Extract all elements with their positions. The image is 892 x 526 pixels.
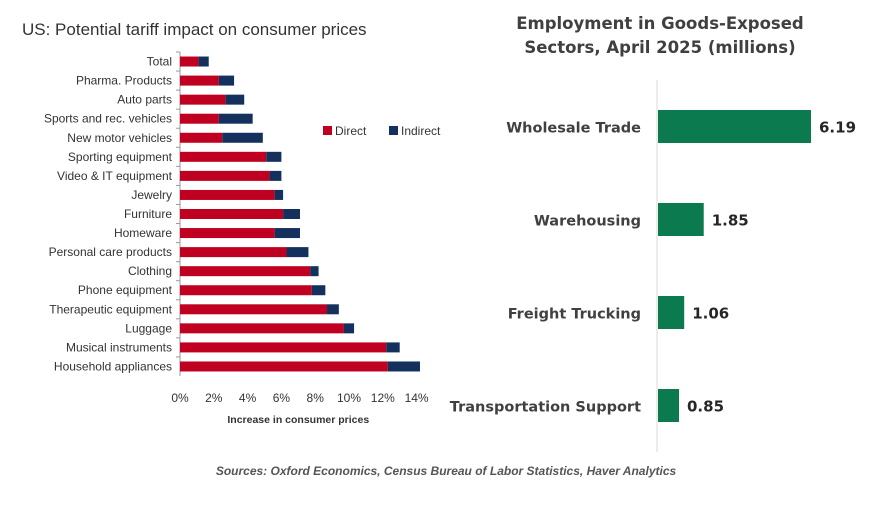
category-label: Transportation Support [450,400,641,416]
bar [658,296,685,329]
bar-indirect [387,361,420,372]
x-tick-label: 12% [371,391,395,405]
bar-indirect [311,285,326,296]
bar-indirect [198,56,209,67]
category-label: Phone equipment [78,283,173,297]
category-label: Therapeutic equipment [49,302,172,316]
source-note: Sources: Oxford Economics, Census Bureau… [215,464,677,478]
data-label: 1.85 [712,212,749,230]
category-label: Personal care products [49,245,172,259]
bar-indirect [269,170,282,181]
bar-direct [180,228,275,239]
x-tick-label: 14% [405,391,429,405]
bar-indirect [218,75,235,86]
legend-swatch-indirect [389,126,398,135]
category-label: Auto parts [117,93,172,107]
right-chart-title: Employment in Goods-Exposed Sectors, Apr… [470,12,850,60]
x-tick-label: 10% [337,391,361,405]
category-label: Freight Trucking [508,307,641,323]
bar-indirect [225,94,245,105]
x-tick-label: 8% [307,391,325,405]
bar-indirect [222,132,263,143]
bar-indirect [286,247,309,258]
bar [658,110,811,143]
bar-indirect [266,151,282,162]
bar-direct [180,266,311,277]
bar-direct [180,170,270,181]
bar-indirect [343,323,355,334]
bar-indirect [274,189,284,200]
data-label: 0.85 [687,398,724,416]
bar-direct [180,151,267,162]
category-label: Jewelry [131,188,172,202]
category-label: Warehousing [534,214,641,230]
category-label: Clothing [128,264,172,278]
bar-direct [180,361,388,372]
data-label: 1.06 [692,305,729,323]
data-label: 6.19 [819,119,856,137]
bar-indirect [327,304,339,315]
bar-direct [180,56,199,67]
x-tick-label: 2% [205,391,223,405]
bar-direct [180,113,219,124]
bar [658,203,704,236]
left-chart-title: US: Potential tariff impact on consumer … [22,20,367,39]
bar-indirect [310,266,319,277]
category-label: Sporting equipment [68,150,173,164]
x-tick-label: 6% [273,391,291,405]
bar-indirect [386,342,400,353]
category-label: Furniture [124,207,172,221]
x-tick-label: 0% [171,391,189,405]
bar-direct [180,285,312,296]
bar [658,389,680,422]
bar-indirect [283,209,300,219]
category-label: Sports and rec. vehicles [44,112,172,126]
bar-direct [180,75,219,86]
category-label: Homeware [114,226,172,240]
category-label: New motor vehicles [67,131,172,145]
bar-direct [180,209,284,219]
x-tick-label: 4% [239,391,257,405]
right-chart-title-line1: Employment in Goods-Exposed [516,14,804,33]
category-label: Pharma. Products [76,74,172,88]
bar-direct [180,304,328,315]
legend-swatch-direct [323,126,332,135]
category-label: Video & IT equipment [57,169,173,183]
category-label: Luggage [125,321,172,335]
bar-direct [180,189,275,200]
bar-indirect [274,228,300,239]
right-chart-title-line2: Sectors, April 2025 (millions) [524,38,796,57]
bar-direct [180,342,387,353]
bar-indirect [218,113,253,124]
bar-direct [180,132,223,143]
bar-direct [180,94,226,105]
category-label: Total [147,55,172,69]
category-label: Household appliances [54,359,172,373]
legend-label-direct: Direct [335,124,367,138]
bar-direct [180,247,287,258]
legend-label-indirect: Indirect [401,124,441,138]
category-label: Wholesale Trade [506,121,641,137]
bar-direct [180,323,344,334]
x-axis-title: Increase in consumer prices [227,414,369,426]
category-label: Musical instruments [66,340,172,354]
